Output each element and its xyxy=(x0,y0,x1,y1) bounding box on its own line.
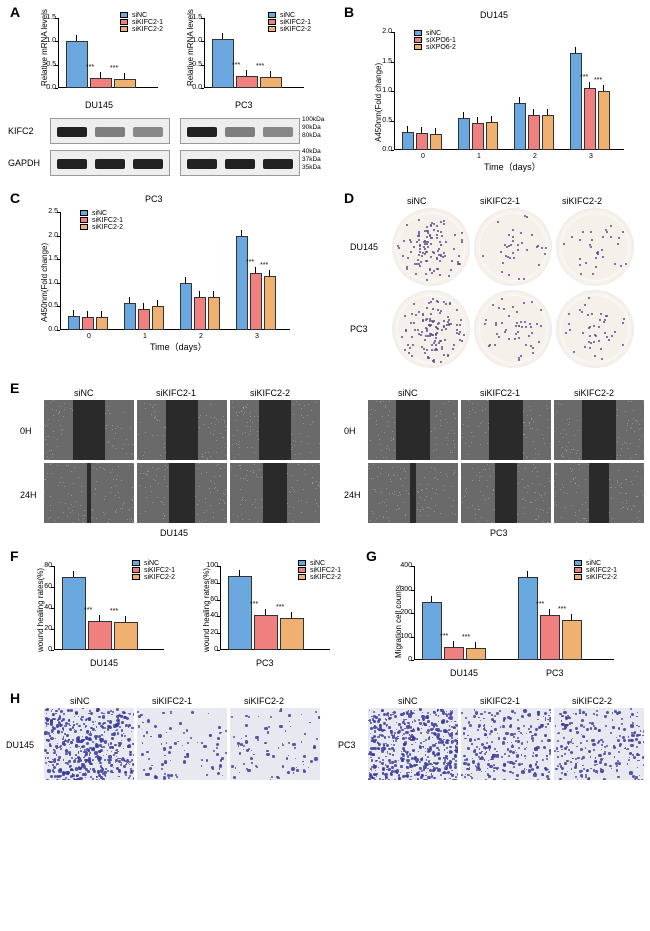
panel-f-label: F xyxy=(10,548,19,564)
h-pc-col-0: siNC xyxy=(398,696,418,706)
h-du-col-0: siNC xyxy=(70,696,90,706)
panel-h-label: H xyxy=(10,690,20,706)
e-pc-row-0: 0H xyxy=(344,426,356,436)
legend-b: siNC siXPO6-1 siXPO6-2 xyxy=(414,30,456,51)
e-du-title: DU145 xyxy=(160,528,188,538)
legend-f-pc: siNC siKIFC2-1 siKIFC2-2 xyxy=(298,560,341,581)
chart-c-title: PC3 xyxy=(145,194,163,204)
d-col-2: siKIFC2-2 xyxy=(562,196,602,206)
h-du-col-2: siKIFC2-2 xyxy=(244,696,284,706)
d-col-1: siKIFC2-1 xyxy=(480,196,520,206)
xtitle-a-du: DU145 xyxy=(85,100,113,110)
chart-c: A450nm(Fold change) Time（days） 0.00.51.0… xyxy=(32,206,302,356)
wells-grid xyxy=(392,208,634,368)
wb-label-kifc2: KIFC2 xyxy=(8,126,34,136)
scratch-pc3 xyxy=(368,400,644,523)
xtitle-f-du: DU145 xyxy=(90,658,118,668)
xtitle-a-pc: PC3 xyxy=(235,100,253,110)
migr-pc3 xyxy=(368,708,644,780)
ylabel-g: Migration cell counts xyxy=(394,585,403,658)
e-pc-col-0: siNC xyxy=(398,388,418,398)
e-pc-col-2: siKIFC2-2 xyxy=(574,388,614,398)
wb-kifc2-row xyxy=(50,118,300,144)
e-du-col-0: siNC xyxy=(74,388,94,398)
panel-e-label: E xyxy=(10,380,19,396)
h-pc-col-1: siKIFC2-1 xyxy=(480,696,520,706)
wb-markers-bot: 40kDa37kDa35kDa xyxy=(302,148,321,172)
e-du-col-2: siKIFC2-2 xyxy=(250,388,290,398)
wb-gapdh-row xyxy=(50,150,300,176)
xlabel-b: Time（days） xyxy=(484,160,541,173)
xtitle-g-pc: PC3 xyxy=(546,668,564,678)
h-pc-row: PC3 xyxy=(338,740,356,750)
d-row-0: DU145 xyxy=(350,242,378,252)
e-pc-col-1: siKIFC2-1 xyxy=(480,388,520,398)
panel-g-label: G xyxy=(366,548,377,564)
xlabel-c: Time（days） xyxy=(150,340,207,353)
panel-b-label: B xyxy=(344,4,354,20)
legend-f-du: siNC siKIFC2-1 siKIFC2-2 xyxy=(132,560,175,581)
ylabel-b: A450nm(Fold change) xyxy=(374,63,383,142)
wb-markers-top: 100kDa90kDa80kDa xyxy=(302,116,324,140)
legend-a-du: siNC siKIFC2-1 siKIFC2-2 xyxy=(120,12,163,33)
xtitle-f-pc: PC3 xyxy=(256,658,274,668)
chart-b: A450nm(Fold change) Time（days） 0.00.51.0… xyxy=(366,26,636,176)
panel-c-label: C xyxy=(10,190,20,206)
panel-a-label: A xyxy=(10,4,20,20)
e-du-col-1: siKIFC2-1 xyxy=(156,388,196,398)
d-row-1: PC3 xyxy=(350,324,368,334)
wb-label-gapdh: GAPDH xyxy=(8,158,40,168)
e-du-row-0: 0H xyxy=(20,426,32,436)
chart-b-title: DU145 xyxy=(480,10,508,20)
legend-a-pc: siNC siKIFC2-1 siKIFC2-2 xyxy=(268,12,311,33)
scratch-du145 xyxy=(44,400,320,523)
e-pc-row-1: 24H xyxy=(344,490,361,500)
panel-d-label: D xyxy=(344,190,354,206)
e-du-row-1: 24H xyxy=(20,490,37,500)
legend-c: siNC siKIFC2-1 siKIFC2-2 xyxy=(80,210,123,231)
xtitle-g-du: DU145 xyxy=(450,668,478,678)
legend-g: siNC siKIFC2-1 siKIFC2-2 xyxy=(574,560,617,581)
h-du-col-1: siKIFC2-1 xyxy=(152,696,192,706)
e-pc-title: PC3 xyxy=(490,528,508,538)
d-col-0: siNC xyxy=(407,196,427,206)
h-du-row: DU145 xyxy=(6,740,34,750)
migr-du145 xyxy=(44,708,320,780)
h-pc-col-2: siKIFC2-2 xyxy=(572,696,612,706)
